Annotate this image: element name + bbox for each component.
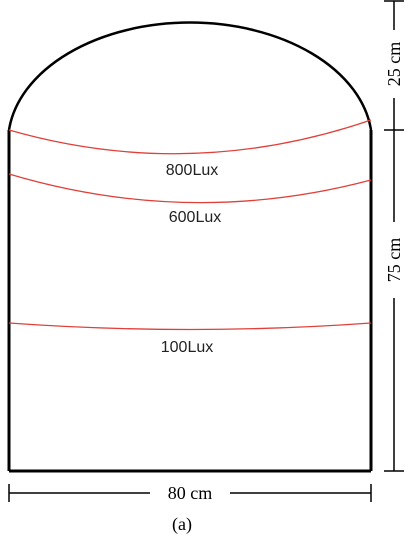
isoline-800-lux xyxy=(8,119,372,155)
isoline-label-100: 100Lux xyxy=(161,339,214,356)
isoline-label-800: 800Lux xyxy=(166,162,219,179)
figure-caption: (a) xyxy=(172,514,192,535)
rect-height-label: 75 cm xyxy=(384,238,404,283)
isoline-label-600: 600Lux xyxy=(169,209,222,226)
arch-outline xyxy=(7,21,373,131)
isoline-100-lux xyxy=(8,322,372,331)
width-dimension-label: 80 cm xyxy=(168,483,213,503)
height-dimension xyxy=(384,0,404,472)
isoline-600-lux xyxy=(8,173,372,204)
arc-height-label: 25 cm xyxy=(384,42,404,87)
width-dimension xyxy=(8,484,372,502)
